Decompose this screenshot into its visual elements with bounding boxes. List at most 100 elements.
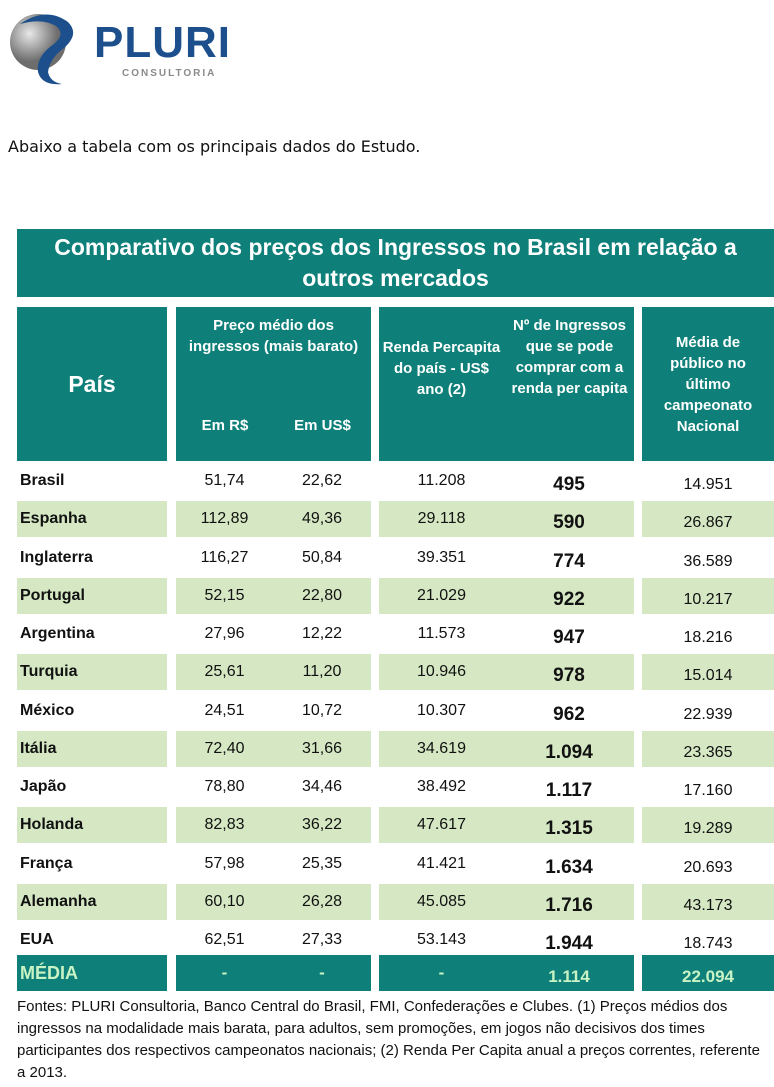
cell-us: 49,36	[301, 510, 343, 527]
cell-ing: 962	[553, 704, 585, 725]
row-background	[17, 731, 167, 767]
row-background	[176, 955, 371, 991]
cell-renda: 41.421	[417, 855, 466, 872]
row-background	[176, 501, 371, 537]
cell-ing: 1.716	[545, 895, 593, 916]
row-background	[17, 807, 167, 843]
cell-ing: 978	[553, 665, 585, 686]
cell-us: 22,80	[301, 587, 343, 604]
cell-renda: 45.085	[417, 893, 466, 910]
row-background	[176, 578, 371, 614]
cell-rs: 25,61	[204, 663, 245, 680]
row-background	[642, 884, 774, 920]
cell-rs: 51,74	[204, 472, 245, 489]
cell-ing: 947	[553, 627, 585, 648]
cell-pais: França	[20, 855, 73, 872]
cell-pais: Turquia	[20, 663, 78, 680]
cell-rs: 27,96	[204, 625, 245, 642]
cell-med: 10.217	[683, 591, 733, 608]
cell-renda: 11.208	[417, 472, 466, 489]
row-background	[642, 955, 774, 991]
cell-pais: Japão	[20, 778, 67, 795]
cell-renda: 34.619	[417, 740, 466, 757]
cell-renda: 21.029	[417, 587, 466, 604]
header-renda-group: Renda Percapita do país - US$ ano (2) Nº…	[379, 307, 634, 461]
row-background	[176, 807, 371, 843]
header-em-us: Em US$	[294, 417, 351, 434]
cell-med: 22.939	[683, 706, 733, 723]
cell-renda: 10.307	[417, 702, 466, 719]
pluri-logo: PLURI CONSULTORIA	[6, 8, 256, 88]
cell-us: 34,46	[301, 778, 343, 795]
cell-us: 11,20	[302, 663, 342, 680]
row-background	[642, 578, 774, 614]
row-background	[17, 884, 167, 920]
cell-us: 27,33	[301, 931, 343, 948]
cell-renda: 29.118	[417, 510, 466, 527]
row-background	[379, 578, 634, 614]
cell-med: 26.867	[683, 514, 733, 531]
row-background	[379, 884, 634, 920]
cell-ing: 1.094	[545, 742, 593, 763]
row-background	[379, 807, 634, 843]
cell-us: 36,22	[301, 816, 343, 833]
cell-med: 20.693	[683, 859, 733, 876]
cell-ing: 1.944	[545, 933, 593, 954]
cell-renda: 53.143	[417, 931, 466, 948]
logo-swoosh-icon	[10, 14, 74, 85]
cell-rs: 112,89	[200, 510, 249, 527]
cell-med: 18.743	[683, 935, 733, 952]
cell-rs: -	[221, 963, 228, 982]
cell-us: 26,28	[301, 893, 343, 910]
cell-pais: MÉDIA	[20, 962, 78, 983]
cell-pais: Portugal	[20, 587, 85, 604]
logo-subtext: CONSULTORIA	[122, 68, 217, 79]
header-preco: Preço médio dos ingressos (mais barato) …	[176, 307, 371, 461]
row-background	[17, 654, 167, 690]
logo-text: PLURI	[94, 18, 231, 67]
cell-ing: 774	[553, 551, 585, 572]
cell-med: 14.951	[683, 476, 733, 493]
row-background	[379, 731, 634, 767]
cell-med: 19.289	[683, 820, 733, 837]
row-background	[379, 955, 634, 991]
cell-ing: 590	[553, 512, 585, 533]
cell-ing: 1.315	[545, 818, 593, 839]
cell-rs: 24,51	[204, 702, 245, 719]
cell-renda: 47.617	[417, 816, 466, 833]
row-background	[379, 654, 634, 690]
cell-us: 10,72	[301, 702, 343, 719]
cell-pais: Argentina	[20, 625, 95, 642]
footnote: Fontes: PLURI Consultoria, Banco Central…	[17, 998, 760, 1081]
row-background	[642, 807, 774, 843]
cell-rs: 72,40	[204, 740, 245, 757]
cell-med: 15.014	[683, 667, 733, 684]
cell-renda: -	[438, 963, 445, 982]
cell-med: 18.216	[683, 629, 733, 646]
cell-renda: 39.351	[417, 549, 466, 566]
cell-med: 23.365	[683, 744, 733, 761]
cell-rs: 57,98	[204, 855, 245, 872]
cell-med: 17.160	[683, 782, 733, 799]
cell-renda: 38.492	[417, 778, 466, 795]
cell-pais: EUA	[20, 931, 54, 948]
row-background	[17, 578, 167, 614]
cell-us: 50,84	[301, 549, 343, 566]
cell-pais: Alemanha	[20, 893, 97, 910]
cell-pais: Brasil	[20, 472, 65, 489]
cell-us: -	[319, 963, 325, 982]
cell-med: 36.589	[683, 553, 733, 570]
cell-pais: Holanda	[20, 816, 84, 833]
cell-ing: 1.114	[548, 967, 590, 986]
header-preco-label: Preço médio dos ingressos (mais barato)	[188, 317, 359, 355]
row-background	[17, 955, 167, 991]
row-background	[176, 884, 371, 920]
header-media: Média de público no último campeonato Na…	[642, 307, 774, 461]
cell-renda: 11.573	[417, 625, 466, 642]
cell-med: 22.094	[682, 967, 734, 986]
row-background	[642, 501, 774, 537]
cell-rs: 52,15	[204, 587, 245, 604]
row-background	[642, 731, 774, 767]
cell-rs: 82,83	[204, 816, 245, 833]
cell-us: 25,35	[301, 855, 343, 872]
